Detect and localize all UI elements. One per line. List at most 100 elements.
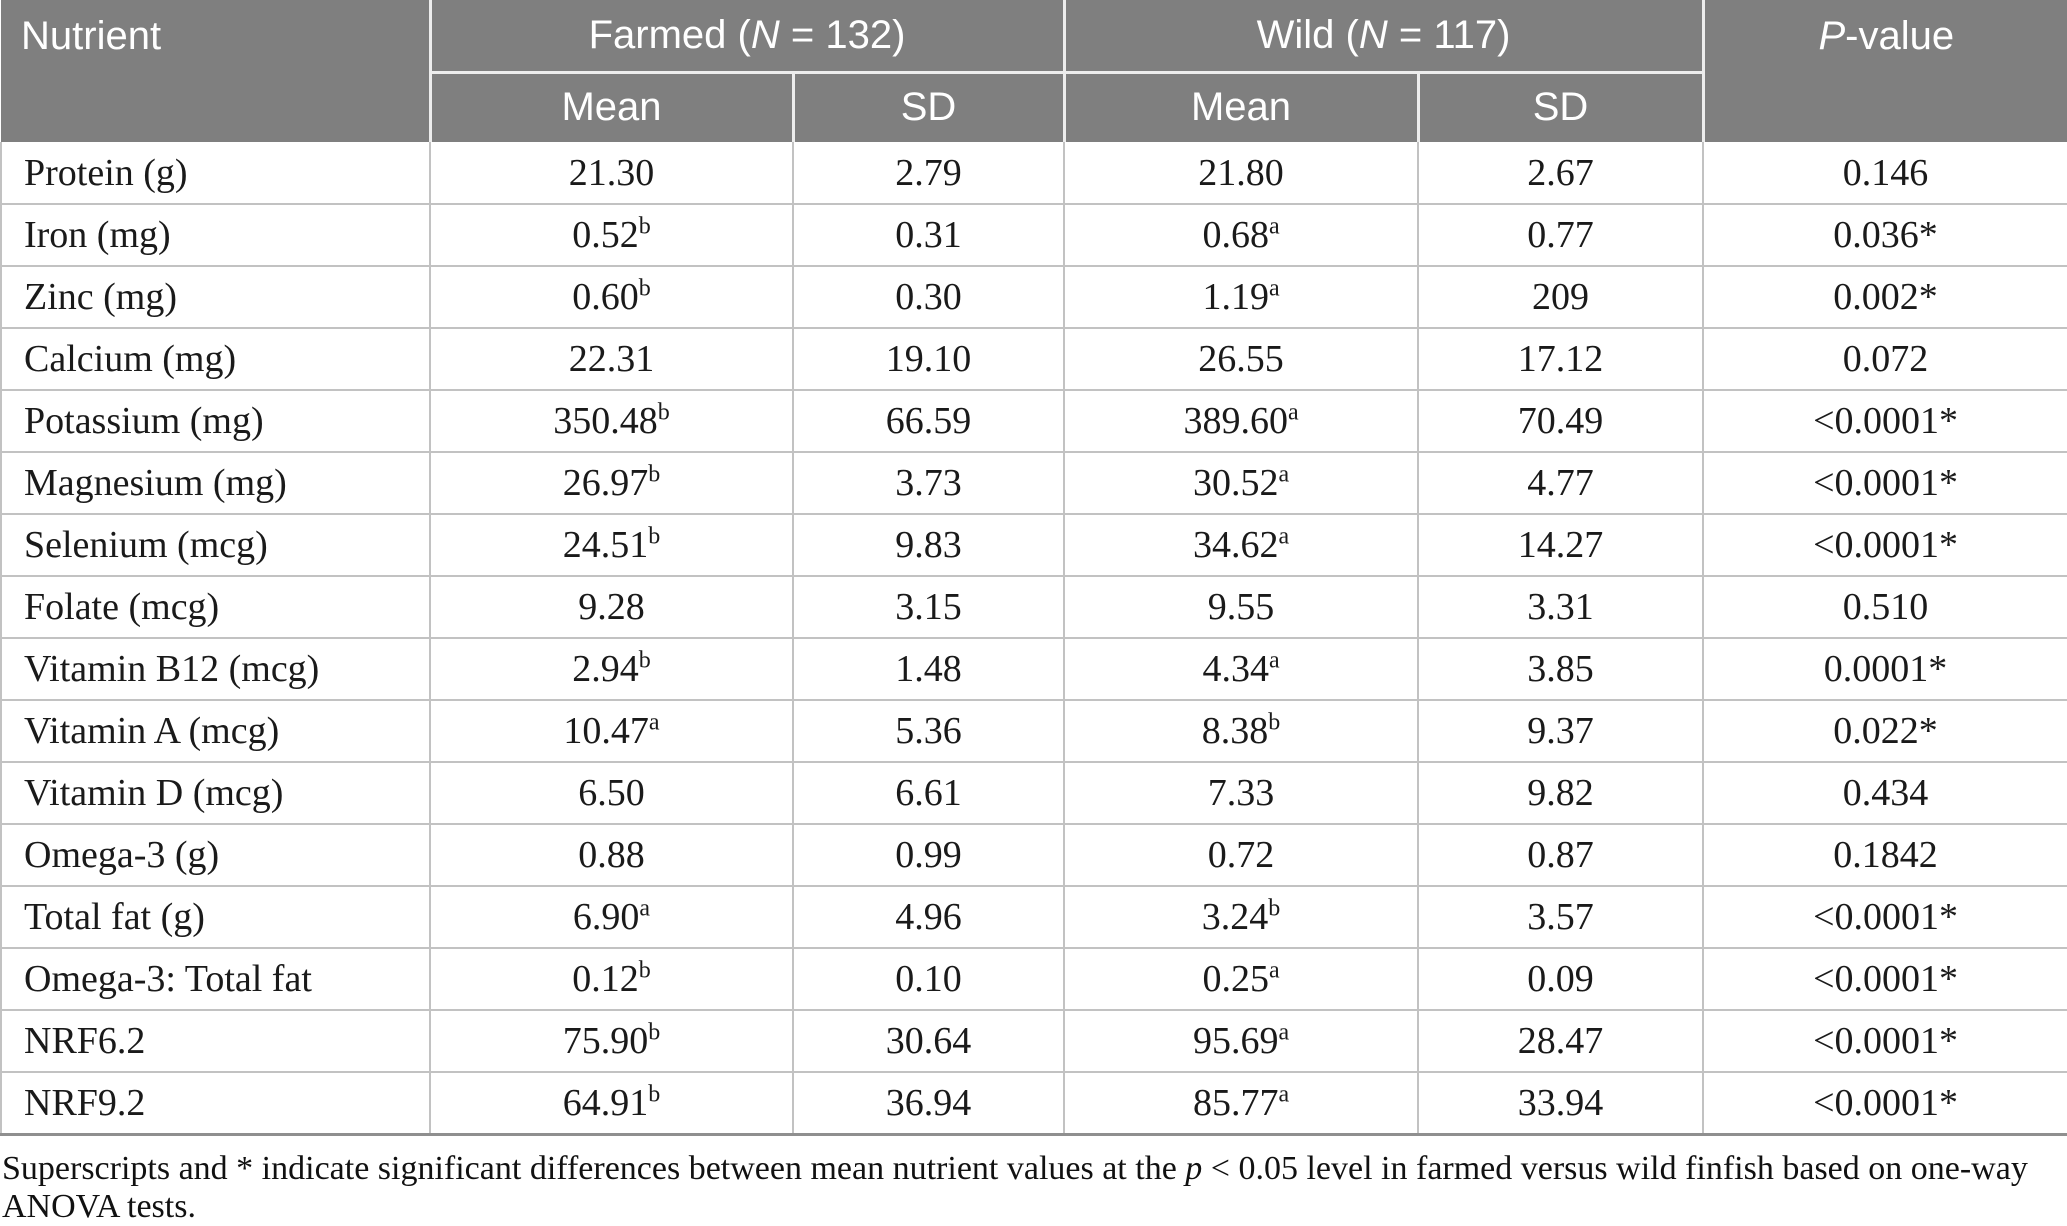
farmed-mean-cell: 0.60b bbox=[429, 265, 794, 329]
farmed-mean-superscript: b bbox=[648, 461, 661, 488]
wild-sd-cell: 209 bbox=[1417, 265, 1705, 329]
pvalue-value: 0.510 bbox=[1842, 586, 1929, 628]
nutrient-label: Vitamin D (mcg) bbox=[24, 772, 284, 814]
nutrient-cell: Zinc (mg) bbox=[0, 265, 431, 329]
wild-sd-cell: 0.77 bbox=[1417, 203, 1705, 267]
subheader-wild-mean: Mean bbox=[1064, 72, 1420, 142]
farmed-sd-value: 4.96 bbox=[895, 896, 962, 938]
farmed-mean-superscript: b bbox=[657, 399, 670, 426]
farmed-mean-value: 0.60 bbox=[572, 276, 639, 318]
nutrient-cell: Vitamin A (mcg) bbox=[0, 699, 431, 763]
wild-mean-value: 1.19 bbox=[1202, 276, 1269, 318]
pvalue-value: <0.0001* bbox=[1813, 524, 1958, 566]
pvalue-value: 0.036* bbox=[1833, 214, 1938, 256]
wild-sd-value: 9.82 bbox=[1527, 772, 1594, 814]
footnote-text-1: Superscripts and * indicate significant … bbox=[2, 1149, 1186, 1187]
pvalue-cell: 0.510 bbox=[1702, 575, 2067, 639]
wild-mean-value: 21.80 bbox=[1198, 151, 1284, 194]
wild-mean-value: 4.34 bbox=[1202, 648, 1269, 690]
pvalue-value: <0.0001* bbox=[1813, 462, 1958, 504]
wild-sd-value: 2.67 bbox=[1527, 151, 1594, 194]
wild-label-suffix: = 117) bbox=[1387, 12, 1511, 57]
farmed-sd-value: 30.64 bbox=[885, 1020, 972, 1062]
farmed-mean-cell: 2.94b bbox=[429, 637, 794, 701]
farmed-mean-value: 75.90 bbox=[562, 1020, 649, 1062]
nutrient-label: Zinc (mg) bbox=[24, 276, 178, 318]
wild-mean-superscript: a bbox=[1268, 213, 1280, 240]
farmed-sd-value: 0.10 bbox=[895, 958, 962, 1000]
wild-mean-superscript: a bbox=[1287, 399, 1299, 426]
pvalue-value: <0.0001* bbox=[1813, 958, 1958, 1000]
wild-mean-value: 95.69 bbox=[1192, 1020, 1279, 1062]
wild-mean-superscript: a bbox=[1278, 461, 1290, 488]
wild-label-prefix: Wild ( bbox=[1256, 12, 1359, 57]
pvalue-cell: 0.1842 bbox=[1702, 823, 2067, 887]
wild-mean-superscript: a bbox=[1268, 647, 1280, 674]
farmed-mean-superscript: a bbox=[639, 895, 651, 922]
farmed-n-italic: N bbox=[750, 12, 780, 57]
wild-header-label: Wild (N = 117) bbox=[1257, 13, 1511, 57]
wild-mean-cell: 0.72 bbox=[1063, 823, 1420, 887]
wild-mean-cell: 3.24b bbox=[1063, 885, 1420, 949]
pvalue-cell: 0.002* bbox=[1702, 265, 2067, 329]
wild-mean-cell: 34.62a bbox=[1063, 513, 1420, 577]
pvalue-value: <0.0001* bbox=[1813, 400, 1958, 442]
farmed-sd-cell: 66.59 bbox=[791, 389, 1066, 453]
nutrient-label: Omega-3: Total fat bbox=[24, 958, 312, 1000]
wild-sd-cell: 3.85 bbox=[1417, 637, 1705, 701]
nutrient-label: NRF6.2 bbox=[24, 1020, 146, 1062]
farmed-mean-superscript: b bbox=[648, 523, 661, 550]
wild-sd-value: 17.12 bbox=[1517, 338, 1604, 380]
farmed-mean-value: 22.31 bbox=[568, 338, 655, 380]
pvalue-cell: 0.434 bbox=[1702, 761, 2067, 825]
pvalue-p-italic: P bbox=[1818, 14, 1846, 58]
farmed-mean-value: 10.47 bbox=[563, 710, 649, 752]
farmed-mean-cell: 10.47a bbox=[429, 699, 794, 763]
table-row: NRF9.2 64.91b 36.94 85.77a 33.94 <0.0001… bbox=[0, 1071, 2067, 1136]
table-row: Omega-3 (g) 0.88 0.99 0.72 0.87 0.1842 bbox=[0, 823, 2067, 887]
pvalue-value: 0.002* bbox=[1833, 276, 1938, 318]
nutrient-label: Protein (g) bbox=[24, 151, 188, 194]
nutrient-label: Calcium (mg) bbox=[24, 338, 237, 380]
farmed-sd-value: 5.36 bbox=[895, 710, 962, 752]
wild-mean-cell: 4.34a bbox=[1063, 637, 1420, 701]
pvalue-cell: 0.0001* bbox=[1702, 637, 2067, 701]
wild-sd-value: 28.47 bbox=[1517, 1020, 1604, 1062]
wild-mean-cell: 1.19a bbox=[1063, 265, 1420, 329]
pvalue-value: 0.434 bbox=[1842, 772, 1929, 814]
farmed-sd-value: 1.48 bbox=[895, 648, 962, 690]
wild-mean-cell: 21.80 bbox=[1063, 142, 1420, 205]
farmed-sd-cell: 2.79 bbox=[791, 142, 1066, 205]
wild-mean-superscript: a bbox=[1278, 523, 1290, 550]
farmed-mean-superscript: b bbox=[638, 275, 651, 302]
column-header-pvalue: P-value bbox=[1703, 0, 2067, 142]
farmed-label-suffix: = 132) bbox=[779, 12, 906, 57]
wild-sd-cell: 14.27 bbox=[1417, 513, 1705, 577]
table-row: Total fat (g) 6.90a 4.96 3.24b 3.57 <0.0… bbox=[0, 885, 2067, 949]
farmed-mean-value: 26.97 bbox=[562, 462, 649, 504]
wild-mean-cell: 7.33 bbox=[1063, 761, 1420, 825]
wild-sd-cell: 9.82 bbox=[1417, 761, 1705, 825]
farmed-sd-value: 3.15 bbox=[895, 586, 962, 628]
wild-mean-value: 0.68 bbox=[1202, 214, 1269, 256]
pvalue-header-label: P-value bbox=[1818, 14, 1954, 58]
pvalue-cell: <0.0001* bbox=[1702, 947, 2067, 1011]
wild-sd-cell: 3.31 bbox=[1417, 575, 1705, 639]
table-row: NRF6.2 75.90b 30.64 95.69a 28.47 <0.0001… bbox=[0, 1009, 2067, 1073]
pvalue-value: <0.0001* bbox=[1813, 896, 1958, 938]
farmed-mean-value: 21.30 bbox=[568, 151, 655, 194]
wild-sd-cell: 4.77 bbox=[1417, 451, 1705, 515]
farmed-mean-value: 0.12 bbox=[572, 958, 639, 1000]
table-row: Omega-3: Total fat 0.12b 0.10 0.25a 0.09… bbox=[0, 947, 2067, 1011]
pvalue-cell: 0.022* bbox=[1702, 699, 2067, 763]
nutrient-label: Potassium (mg) bbox=[24, 400, 264, 442]
subheader-farmed-mean: Mean bbox=[430, 72, 795, 142]
wild-mean-value: 7.33 bbox=[1207, 772, 1275, 814]
nutrient-label: Total fat (g) bbox=[24, 896, 205, 938]
wild-mean-cell: 95.69a bbox=[1063, 1009, 1420, 1073]
pvalue-cell: <0.0001* bbox=[1702, 1071, 2067, 1136]
wild-sd-cell: 17.12 bbox=[1417, 327, 1705, 391]
table-row: Magnesium (mg) 26.97b 3.73 30.52a 4.77 <… bbox=[0, 451, 2067, 515]
farmed-mean-cell: 6.50 bbox=[429, 761, 794, 825]
wild-sd-cell: 0.87 bbox=[1417, 823, 1705, 887]
